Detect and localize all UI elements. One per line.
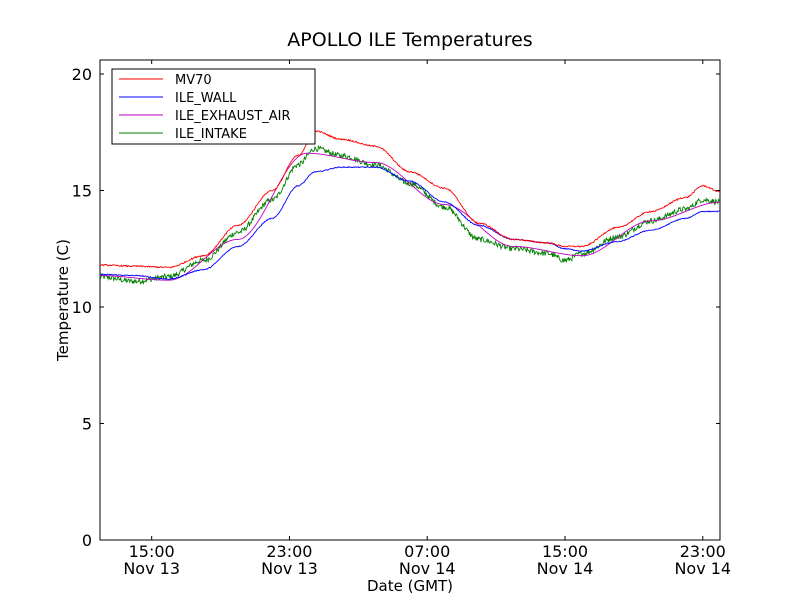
x-tick-time-label: 23:00 bbox=[680, 542, 726, 561]
y-tick-label: 15 bbox=[72, 181, 92, 200]
x-axis-label: Date (GMT) bbox=[367, 577, 453, 595]
legend-label: ILE_WALL bbox=[175, 91, 237, 106]
series-line-ile-wall bbox=[99, 166, 721, 280]
series-line-ile-exhaust-air bbox=[99, 152, 720, 281]
legend-label: MV70 bbox=[175, 73, 212, 88]
x-tick-date-label: Nov 13 bbox=[123, 559, 180, 578]
y-axis-ticks: 0 5 10 15 20 bbox=[72, 65, 720, 550]
series-line-ile-intake bbox=[99, 144, 721, 285]
y-tick-label: 20 bbox=[72, 65, 92, 84]
legend-label: ILE_EXHAUST_AIR bbox=[175, 109, 291, 124]
chart-title: APOLLO ILE Temperatures bbox=[287, 29, 532, 51]
y-tick-label: 10 bbox=[72, 298, 92, 317]
series-layer bbox=[99, 130, 721, 285]
series-line-mv70 bbox=[99, 130, 721, 269]
y-tick-label: 0 bbox=[82, 531, 92, 550]
x-tick-time-label: 15:00 bbox=[542, 542, 588, 561]
plot-frame bbox=[99, 59, 721, 541]
x-tick-time-label: 23:00 bbox=[266, 542, 312, 561]
plot-area bbox=[99, 59, 721, 541]
x-tick-time-label: 15:00 bbox=[129, 542, 175, 561]
x-tick-date-label: Nov 13 bbox=[261, 559, 318, 578]
legend-label: ILE_INTAKE bbox=[175, 127, 247, 142]
x-tick-date-label: Nov 14 bbox=[674, 559, 731, 578]
x-tick-date-label: Nov 14 bbox=[537, 559, 594, 578]
y-tick-label: 5 bbox=[82, 414, 92, 433]
x-tick-date-label: Nov 14 bbox=[399, 559, 456, 578]
y-axis-label: Temperature (C) bbox=[54, 239, 72, 362]
legend-box bbox=[111, 68, 316, 145]
legend: MV70 ILE_WALL ILE_EXHAUST_AIR ILE_INTAKE bbox=[111, 68, 316, 145]
x-tick-time-label: 07:00 bbox=[404, 542, 450, 561]
